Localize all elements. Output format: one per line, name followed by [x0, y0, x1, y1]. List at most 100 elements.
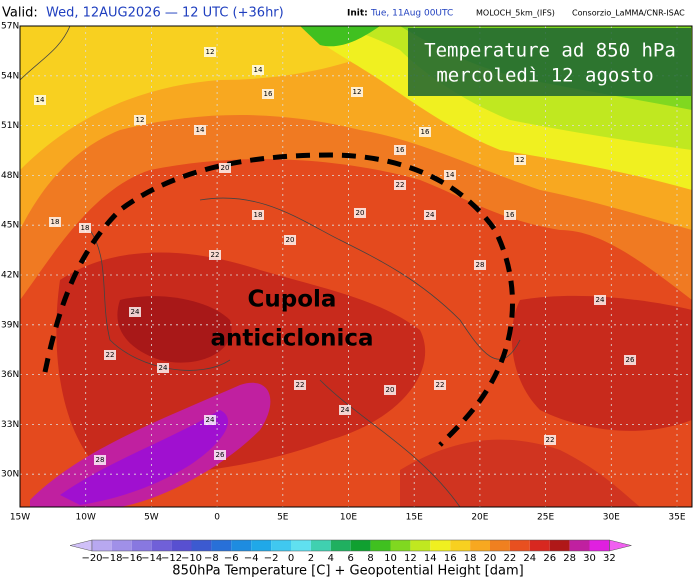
contour-label: 14: [36, 96, 45, 104]
colorbar-swatch: [231, 540, 252, 551]
colorbar-tick-label: 12: [404, 553, 417, 564]
lat-label: 48N: [1, 171, 19, 181]
colorbar-tick-label: 28: [563, 553, 576, 564]
contour-label: 16: [421, 128, 430, 136]
contour-label: 14: [254, 66, 263, 74]
contour-label-box: [354, 208, 366, 218]
colorbar-tick-label: 2: [308, 553, 314, 564]
lon-label: 10E: [340, 513, 357, 523]
contour-label-box: [544, 435, 556, 445]
colorbar-tick-label: 22: [504, 553, 517, 564]
contour-label-box: [157, 363, 169, 373]
ridge-outline: [42, 152, 515, 447]
contour-label: 20: [386, 386, 395, 394]
contour-label-box: [504, 210, 516, 220]
lat-label: 33N: [1, 420, 19, 430]
contour-label: 20: [356, 209, 365, 217]
colorbar-swatch: [509, 540, 530, 551]
contour-label: 28: [476, 261, 485, 269]
contour-label: 12: [136, 116, 145, 124]
colorbar-swatch: [470, 540, 490, 551]
contour-label: 16: [264, 90, 273, 98]
colorbar-swatch: [191, 540, 212, 551]
init-time: Tue, 11Aug 00UTC: [370, 9, 453, 19]
colorbar-swatch: [291, 540, 311, 551]
colorbar-tick-label: 4: [328, 553, 334, 564]
contour-label: 18: [254, 211, 263, 219]
valid-label: Valid:: [2, 6, 38, 21]
contour-label: 14: [446, 171, 455, 179]
lon-label: 15W: [10, 513, 30, 523]
colorbar-swatch: [370, 540, 391, 551]
colorbar-swatch: [430, 540, 451, 551]
colorbar-tick-label: −14: [141, 553, 162, 564]
colorbar-swatch: [569, 540, 590, 551]
colorbar-title: 850hPa Temperature [C] + Geopotential He…: [172, 564, 523, 578]
colorbar-swatch: [330, 540, 351, 551]
overlay-date: mercoledì 12 agosto: [436, 65, 653, 87]
colorbar-tick-label: 10: [384, 553, 397, 564]
colorbar-tick-label: 18: [464, 553, 477, 564]
lat-label: 42N: [1, 271, 19, 281]
colorbar-swatch: [350, 540, 371, 551]
colorbar-swatch: [410, 540, 431, 551]
contour-label-box: [384, 385, 396, 395]
lon-label: 15E: [406, 513, 423, 523]
contour-label: 20: [286, 236, 295, 244]
contour-label: 22: [296, 381, 305, 389]
annotation-line1: Cupola: [248, 287, 337, 313]
colorbar-tick-label: 16: [444, 553, 457, 564]
lon-label: 10W: [76, 513, 96, 523]
contour-label-box: [284, 235, 296, 245]
lon-label: 5W: [144, 513, 159, 523]
colorbar-tick-label: 24: [523, 553, 536, 564]
contour-label-box: [434, 380, 446, 390]
contour-label: 18: [81, 224, 90, 232]
colorbar-swatch: [589, 540, 610, 551]
colorbar-frame: [91, 539, 610, 552]
model-name: MOLOCH_5km_(IFS): [476, 9, 555, 18]
lat-label: 30N: [1, 470, 19, 480]
colorbar-tick-label: 0: [288, 553, 294, 564]
colorbar-swatch: [390, 540, 411, 551]
contour-label-box: [444, 170, 456, 180]
contour-label: 20: [221, 164, 230, 172]
title-box: [408, 28, 691, 96]
contour-label-box: [214, 450, 226, 460]
colorbar-tick-label: −2: [264, 553, 279, 564]
contour-label: 22: [106, 351, 115, 359]
lat-label: 51N: [1, 121, 19, 131]
colorbar-tick-label: −16: [121, 553, 142, 564]
contour-label: 22: [396, 181, 405, 189]
colorbar-tick-label: 14: [424, 553, 437, 564]
contour-label: 12: [353, 88, 362, 96]
contour-label-box: [294, 380, 306, 390]
contour-label: 22: [436, 381, 445, 389]
contour-label-box: [594, 295, 606, 305]
valid-time: Wed, 12AUG2026 — 12 UTC (+36hr): [46, 6, 284, 21]
contour-label-box: [424, 210, 436, 220]
colorbar-swatch: [310, 540, 331, 551]
colorbar-tick-label: 20: [484, 553, 497, 564]
contour-label-box: [219, 163, 231, 173]
contour-label: 24: [131, 308, 140, 316]
contour-label-box: [394, 145, 406, 155]
contour-label: 28: [96, 456, 105, 464]
contour-label-box: [104, 350, 116, 360]
graticule: 57N 54N 51N 48N 45N 42N 39N 36N 33N 30N 15W 10W 5W 0 5…: [1, 22, 692, 523]
lon-label: 20E: [471, 513, 488, 523]
contour-label: 16: [506, 211, 515, 219]
contour-label-box: [204, 47, 216, 57]
contour-label: 12: [206, 48, 215, 56]
map-field: [20, 26, 692, 507]
contour-label-box: [339, 405, 351, 415]
contour-label: 18: [51, 218, 60, 226]
contour-label: 24: [426, 211, 435, 219]
contour-label: 16: [396, 146, 405, 154]
colorbar-swatch: [151, 540, 172, 551]
colorbar-swatch: [171, 540, 192, 551]
colorbar-tick-label: −4: [244, 553, 259, 564]
colorbar-swatch: [92, 540, 112, 551]
contour-label: 24: [341, 406, 350, 414]
